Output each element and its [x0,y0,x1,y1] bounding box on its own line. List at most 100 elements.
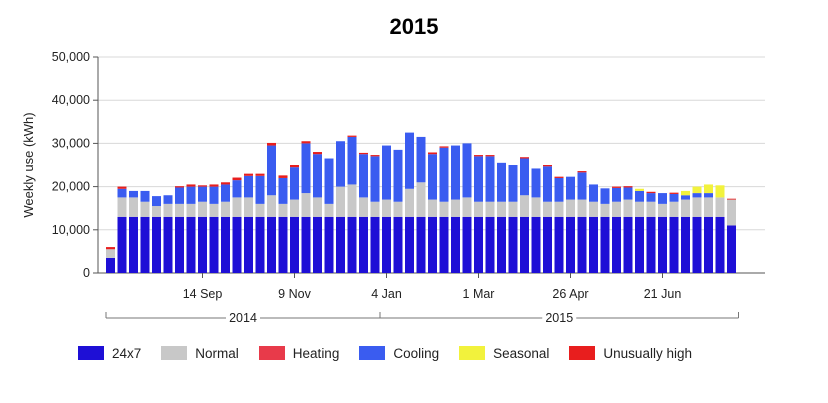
bar-segment-normal [692,197,702,217]
bar-segment-normal [175,203,184,217]
bar-stack [520,157,529,273]
bar-segment-normal [669,201,679,217]
bar-segment-normal [255,203,265,217]
bar-segment-24x7 [474,216,483,273]
bar-segment-normal [232,197,242,217]
bar-segment-unusually-high [520,157,529,159]
y-tick-label: 20,000 [52,180,90,194]
legend: 24x7 Normal Heating Cooling Seasonal Unusuall… [78,343,712,363]
bar-segment-cooling [209,186,219,204]
year-label-bg [542,312,577,324]
bar-segment-24x7 [577,216,587,273]
bar-segment-normal [393,201,403,217]
bar-segment-seasonal [715,185,725,198]
bar-segment-unusually-high [198,185,207,187]
bar-segment-cooling [646,193,656,202]
bar-stacks [106,132,736,273]
bar-segment-unusually-high [267,142,276,146]
bar-segment-unusually-high [290,165,299,168]
y-tick-label: 40,000 [52,93,90,107]
bar-segment-24x7 [267,216,276,273]
bar-segment-cooling [485,156,495,202]
bar-stack [727,198,736,273]
bar-segment-normal [129,197,138,217]
legend-label: Cooling [393,345,440,361]
bar-segment-normal [221,201,230,217]
bar-segment-24x7 [451,216,460,273]
bar-segment-cooling [336,141,345,187]
x-tick-label: 26 Apr [552,287,588,301]
legend-item: Unusually high [569,346,692,361]
chart-title: 2015 [389,14,439,39]
bar-segment-cooling [186,186,196,204]
bar-stack [382,145,391,273]
bar-stack [106,247,115,273]
bar-stack [117,186,127,273]
bar-stack [163,195,173,273]
bar-stack [359,152,368,273]
bar-segment-normal [117,197,127,217]
legend-item: Cooling [359,346,439,361]
bar-segment-normal [727,199,736,226]
bar-segment-cooling [359,154,368,198]
bar-segment-cooling [232,180,242,198]
bar-segment-24x7 [566,216,575,273]
bar-segment-24x7 [520,216,529,273]
bar-stack [209,184,219,273]
bar-segment-cooling [577,172,587,200]
bar-segment-normal [163,203,173,217]
bar-segment-normal [474,201,483,217]
bar-segment-unusually-high [278,175,288,178]
bar-segment-cooling [589,184,598,202]
bar-segment-normal [416,182,426,217]
bar-segment-unusually-high [221,182,230,185]
bar-segment-cooling [382,145,391,200]
bar-segment-unusually-high [347,135,357,137]
bar-segment-cooling [497,162,506,202]
bar-stack [669,192,679,273]
bar-segment-normal [704,197,713,217]
bar-segment-24x7 [221,216,230,273]
bar-segment-cooling [416,136,426,183]
bar-stack [439,146,449,273]
bar-segment-normal [508,201,518,217]
bar-stack [405,132,414,273]
bar-segment-24x7 [152,216,161,273]
bar-stack [566,176,575,273]
bar-stack [336,141,345,273]
bar-segment-normal [635,201,644,217]
year-label-bg [226,312,260,324]
bar-segment-24x7 [117,216,127,273]
x-tick-label: 1 Mar [463,287,495,301]
bar-segment-normal [543,201,552,217]
bar-segment-unusually-high [117,186,127,189]
bar-segment-24x7 [589,216,598,273]
y-axis-label: Weekly use (kWh) [21,112,36,217]
bar-segment-normal [209,203,219,217]
bar-segment-unusually-high [244,173,253,176]
bar-segment-normal [612,201,621,217]
legend-swatch [459,346,486,360]
bar-segment-cooling [278,177,288,204]
bar-stack [646,191,656,273]
bar-segment-cooling [439,147,449,202]
bar-segment-cooling [244,175,253,198]
bar-stack [554,176,564,273]
bar-segment-normal [336,186,345,217]
bar-segment-normal [485,201,495,217]
bar-segment-normal [186,203,196,217]
bar-segment-cooling [554,177,564,202]
bar-segment-normal [554,201,564,217]
bar-stack [370,155,380,273]
bar-segment-normal [462,197,472,217]
bar-stack [347,135,357,273]
bar-segment-normal [152,206,161,217]
bar-segment-24x7 [405,216,414,273]
bar-stack [531,168,541,273]
legend-swatch [569,346,596,360]
bar-segment-24x7 [106,257,115,273]
y-tick-label: 0 [83,266,90,280]
bar-segment-cooling [163,195,173,204]
bar-segment-cooling [140,190,150,202]
bar-segment-24x7 [232,216,242,273]
